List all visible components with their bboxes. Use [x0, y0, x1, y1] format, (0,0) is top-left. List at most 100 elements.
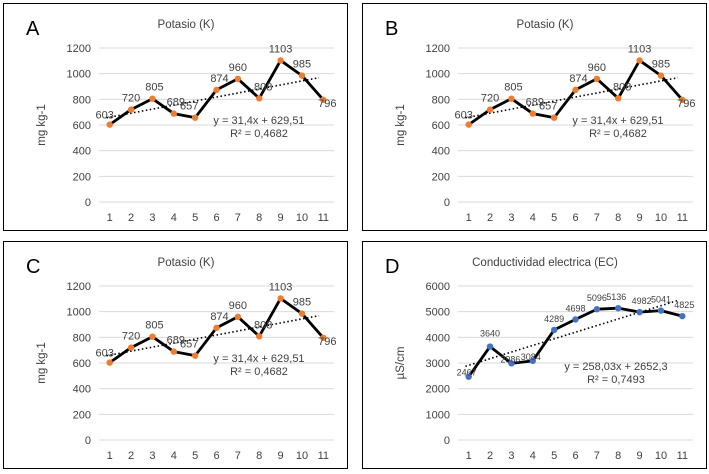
data-label: 689: [167, 335, 185, 347]
x-tick-label: 1: [466, 450, 472, 462]
y-tick-label: 3000: [426, 358, 450, 370]
data-point: [636, 57, 643, 64]
x-tick-label: 6: [572, 450, 578, 462]
x-tick-label: 8: [615, 212, 621, 224]
y-tick-label: 0: [444, 197, 450, 209]
chart-svg: Conductividad electrica (EC) 0 1000 2000 300…: [395, 257, 694, 462]
data-label: 805: [145, 82, 163, 94]
data-point: [529, 110, 536, 117]
data-point: [465, 121, 472, 128]
y-axis-label: µS/cm: [395, 347, 407, 380]
x-tick-label: 3: [149, 450, 155, 462]
data-label: 2467: [457, 368, 477, 378]
data-label: 720: [122, 93, 140, 105]
data-point: [298, 72, 306, 79]
x-tick-label: 9: [278, 450, 284, 462]
y-axis-label: mg kg-1: [395, 104, 407, 146]
chart-title: Potasio (K): [158, 19, 215, 31]
y-tick-label: 2000: [426, 384, 450, 396]
chart-title: Conductividad electrica (EC): [472, 257, 618, 269]
data-point: [615, 95, 622, 102]
data-label: 3640: [480, 329, 500, 339]
data-label: 657: [539, 101, 557, 113]
data-point: [106, 121, 113, 128]
x-tick-label: 2: [128, 212, 134, 224]
x-tick-label: 6: [213, 450, 219, 462]
x-tick-label: 4: [530, 212, 536, 224]
data-point: [508, 360, 515, 367]
data-point: [486, 106, 494, 113]
data-label: 603: [96, 348, 114, 360]
data-point: [508, 95, 515, 102]
data-point: [213, 86, 220, 94]
y-tick-label: 0: [85, 435, 91, 447]
data-point: [593, 306, 601, 313]
data-label: 657: [180, 339, 198, 351]
y-tick-label: 1200: [426, 43, 450, 55]
data-point: [191, 352, 199, 359]
data-point: [256, 333, 263, 340]
y-tick-label: 200: [73, 409, 91, 421]
trendline-equation: y = 258,03x + 2652,3: [564, 361, 667, 373]
y-axis-label: mg kg-1: [36, 104, 48, 146]
x-tick-label: 3: [149, 212, 155, 224]
y-tick-label: 400: [73, 146, 91, 158]
y-tick-label: 1000: [426, 409, 450, 421]
data-point: [657, 72, 665, 79]
x-tick-label: 10: [296, 212, 308, 224]
y-tick-label: 0: [85, 197, 91, 209]
chart-title: Potasio (K): [158, 257, 215, 269]
data-label: 960: [588, 62, 606, 74]
data-label: 808: [254, 319, 272, 331]
data-point: [234, 75, 242, 83]
data-point: [256, 95, 263, 102]
data-point: [572, 86, 579, 94]
panel-letter: D: [385, 256, 400, 278]
x-tick-label: 7: [594, 212, 600, 224]
data-label: 874: [569, 73, 587, 85]
x-tick-label: 3: [508, 450, 514, 462]
data-point: [657, 307, 665, 314]
y-tick-label: 600: [73, 358, 91, 370]
data-point: [191, 114, 199, 121]
trendline-r2: R² = 0,4682: [589, 128, 647, 140]
data-label: 808: [254, 81, 272, 93]
data-point: [679, 312, 686, 320]
y-tick-label: 400: [73, 384, 91, 396]
chart-svg: Potasio (K) 0 200 400 600 800 1000 1200 mg kg-1 1…: [36, 19, 336, 224]
chart-panel-d: D Conductividad electrica (EC) 0 1000 2000 3…: [362, 241, 707, 469]
data-label: 603: [96, 110, 114, 122]
data-label: 874: [210, 311, 228, 323]
x-tick-label: 5: [192, 212, 198, 224]
data-point: [550, 114, 558, 121]
data-point: [529, 357, 536, 365]
chart-title: Potasio (K): [517, 19, 574, 31]
data-label: 4289: [544, 314, 564, 324]
data-label: 5096: [587, 293, 607, 303]
data-label: 985: [652, 59, 670, 71]
x-tick-label: 1: [107, 212, 113, 224]
data-label: 603: [455, 110, 473, 122]
y-tick-label: 600: [432, 120, 450, 132]
x-tick-label: 9: [278, 212, 284, 224]
trendline-r2: R² = 0,4682: [230, 128, 288, 140]
trendline: [465, 76, 679, 119]
y-tick-label: 200: [432, 171, 450, 183]
x-tick-label: 6: [572, 212, 578, 224]
trendline: [106, 314, 320, 357]
y-tick-label: 1000: [426, 69, 450, 81]
data-point: [149, 333, 156, 340]
x-tick-label: 1: [107, 450, 113, 462]
x-tick-label: 8: [256, 212, 262, 224]
data-label: 796: [677, 98, 695, 110]
y-tick-label: 5000: [426, 307, 450, 319]
x-tick-label: 7: [235, 212, 241, 224]
data-label: 985: [293, 59, 311, 71]
data-point: [593, 75, 601, 83]
x-tick-label: 11: [318, 450, 329, 462]
x-tick-label: 5: [192, 450, 198, 462]
data-label: 1103: [628, 43, 652, 55]
data-label: 874: [210, 73, 228, 85]
panel-letter: B: [385, 18, 399, 40]
data-label: 1103: [269, 281, 293, 293]
